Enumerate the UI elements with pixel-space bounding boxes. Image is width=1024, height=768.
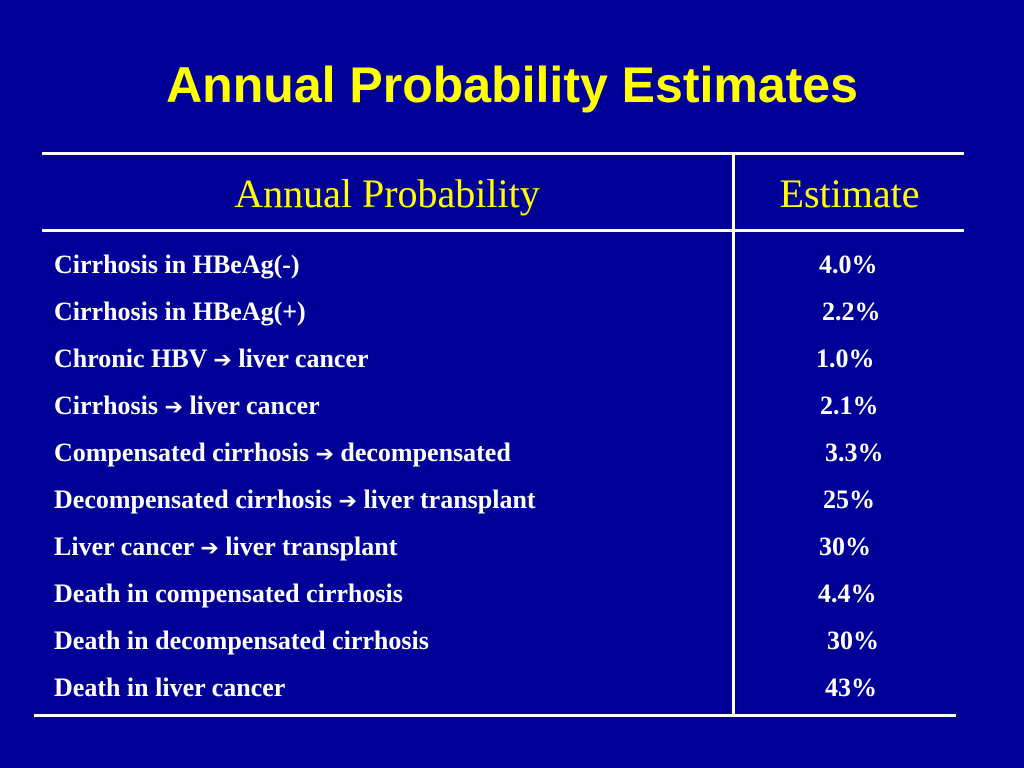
row-label: Liver cancer ➔ liver transplant	[54, 530, 397, 566]
row-value: 2.1%	[820, 391, 879, 420]
table-bottom-rule	[34, 714, 956, 717]
row-value: 43%	[825, 673, 877, 702]
table-row: Cirrhosis in HBeAg(-) 4.0%	[0, 248, 1024, 295]
row-label-from: Chronic HBV	[54, 344, 207, 373]
row-label-to: liver cancer	[189, 391, 320, 420]
table-row: Liver cancer ➔ liver transplant 30%	[0, 530, 1024, 577]
row-label: Decompensated cirrhosis ➔ liver transpla…	[54, 483, 536, 519]
column-header-estimate: Estimate	[779, 171, 920, 216]
row-label: Cirrhosis in HBeAg(+)	[54, 297, 306, 326]
row-label: Death in decompensated cirrhosis	[54, 626, 429, 655]
row-label-to: liver cancer	[238, 344, 369, 373]
table-row: Death in compensated cirrhosis 4.4%	[0, 577, 1024, 624]
row-value: 30%	[827, 626, 879, 655]
table-column-divider	[732, 152, 735, 717]
table-row: Cirrhosis ➔ liver cancer 2.1%	[0, 389, 1024, 436]
table-row: Chronic HBV ➔ liver cancer 1.0%	[0, 342, 1024, 389]
arrow-right-icon: ➔	[213, 348, 232, 373]
row-label: Chronic HBV ➔ liver cancer	[54, 342, 369, 378]
row-value: 2.2%	[822, 297, 881, 326]
table-row: Death in decompensated cirrhosis 30%	[0, 624, 1024, 671]
table-top-rule	[42, 152, 964, 155]
row-label-to: liver transplant	[363, 485, 536, 514]
row-label: Cirrhosis in HBeAg(-)	[54, 250, 300, 279]
arrow-right-icon: ➔	[338, 489, 357, 514]
row-label: Death in liver cancer	[54, 673, 286, 702]
row-label-from: Cirrhosis	[54, 391, 158, 420]
slide-title: Annual Probability Estimates	[166, 57, 858, 113]
row-label-from: Liver cancer	[54, 532, 194, 561]
row-label-from: Decompensated cirrhosis	[54, 485, 333, 514]
table-row: Compensated cirrhosis ➔ decompensated 3.…	[0, 436, 1024, 483]
row-value: 4.0%	[819, 250, 878, 279]
row-value: 25%	[823, 485, 875, 514]
table-row: Death in liver cancer 43%	[0, 671, 1024, 718]
column-header-probability: Annual Probability	[234, 171, 540, 216]
row-value: 1.0%	[816, 344, 875, 373]
row-label-to: liver transplant	[225, 532, 398, 561]
row-label: Cirrhosis ➔ liver cancer	[54, 389, 320, 425]
row-label: Compensated cirrhosis ➔ decompensated	[54, 436, 511, 472]
table-row: Decompensated cirrhosis ➔ liver transpla…	[0, 483, 1024, 530]
row-label: Death in compensated cirrhosis	[54, 579, 403, 608]
row-value: 4.4%	[818, 579, 877, 608]
row-value: 30%	[819, 532, 871, 561]
arrow-right-icon: ➔	[315, 442, 334, 467]
arrow-right-icon: ➔	[164, 395, 183, 420]
row-value: 3.3%	[825, 438, 884, 467]
arrow-right-icon: ➔	[200, 536, 219, 561]
row-label-from: Compensated cirrhosis	[54, 438, 309, 467]
row-label-to: decompensated	[340, 438, 511, 467]
table-row: Cirrhosis in HBeAg(+) 2.2%	[0, 295, 1024, 342]
table-header-rule	[42, 229, 964, 232]
